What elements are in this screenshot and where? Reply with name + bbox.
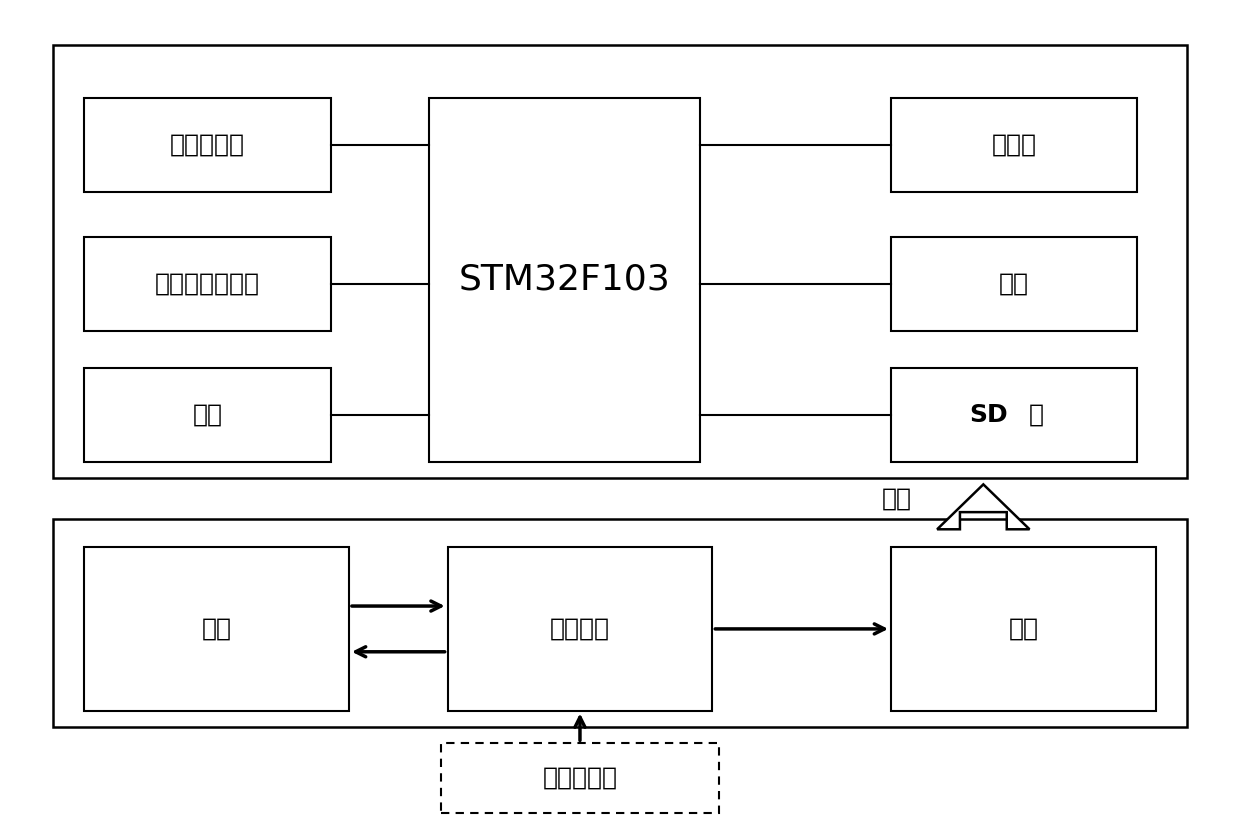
Text: 电池: 电池 [202,617,232,641]
Bar [429,98,701,461]
Bar [448,547,712,710]
Text: 供电: 供电 [882,486,913,510]
Bar [441,743,718,813]
Text: 按键: 按键 [999,272,1029,296]
Bar [892,547,1156,710]
Text: 外部充电器: 外部充电器 [542,766,618,790]
Text: SD: SD [970,403,1008,427]
Text: 电源模块: 电源模块 [551,617,610,641]
Bar [892,98,1137,192]
Text: 卡: 卡 [1029,403,1044,427]
Text: 开关: 开关 [1008,617,1038,641]
Bar [892,368,1137,461]
Bar [84,98,331,192]
Text: 蓝牙: 蓝牙 [192,403,222,427]
Bar [53,45,1187,478]
Text: 角度传感器: 角度传感器 [170,133,244,157]
Text: 显示屏: 显示屏 [992,133,1037,157]
Bar [84,368,331,461]
Bar [53,519,1187,727]
Text: STM32F103: STM32F103 [459,263,671,297]
Bar [892,237,1137,331]
Bar [84,237,331,331]
Text: 激光测距传感器: 激光测距传感器 [155,272,260,296]
Polygon shape [937,484,1029,530]
Bar [84,547,348,710]
